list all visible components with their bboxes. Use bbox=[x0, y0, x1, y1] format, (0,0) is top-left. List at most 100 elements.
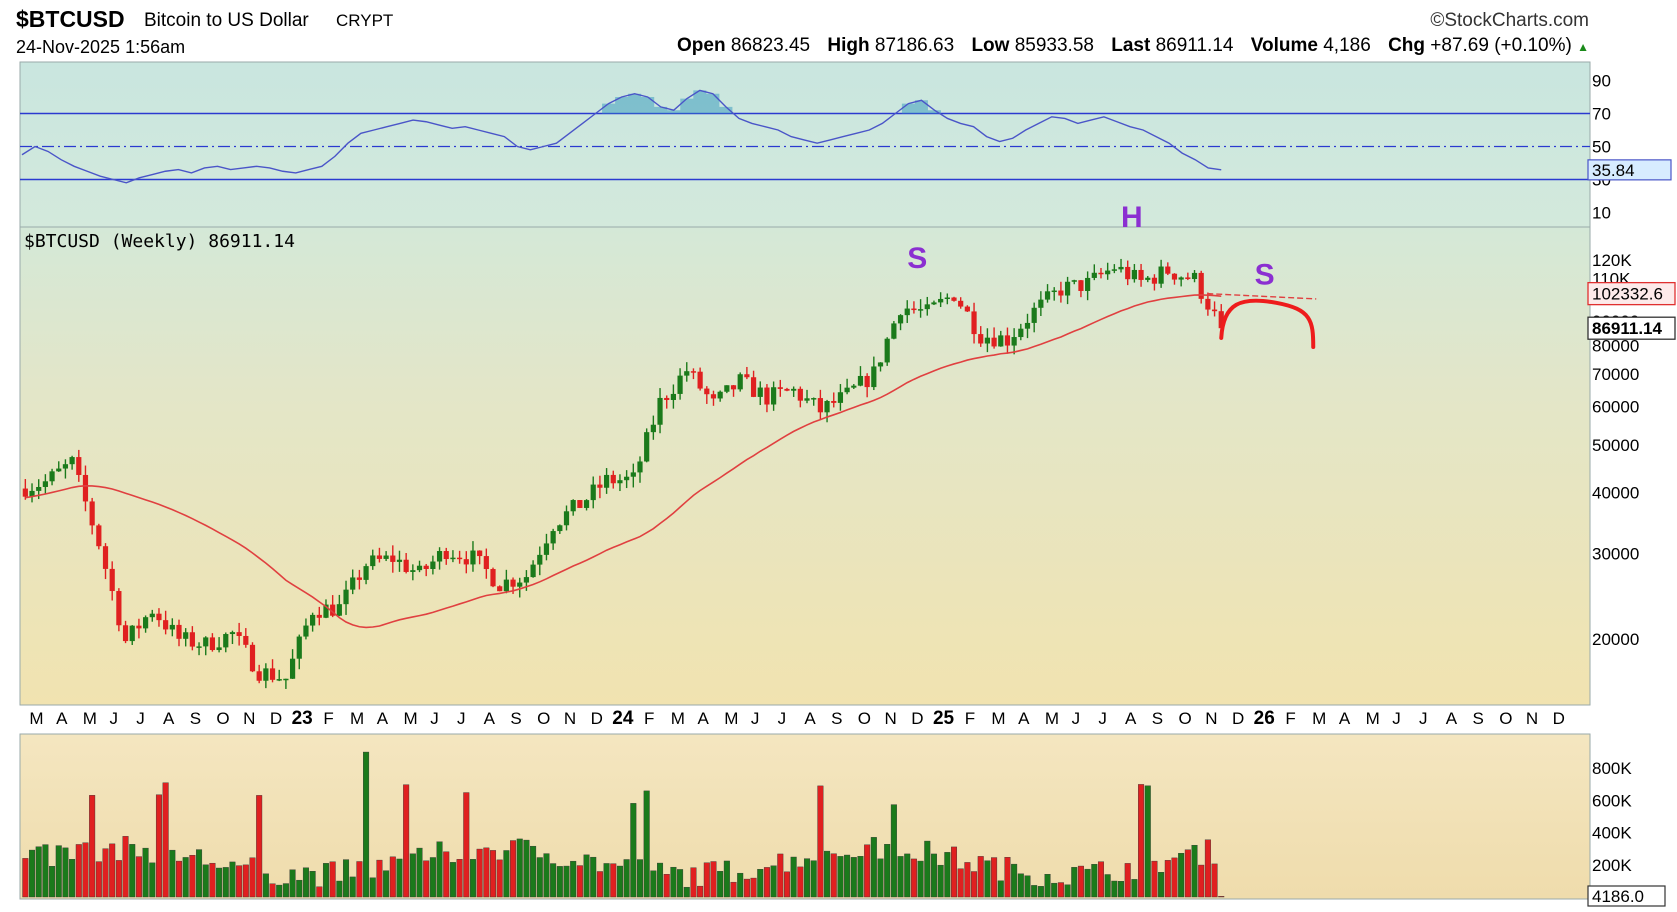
candle-body bbox=[951, 297, 957, 301]
volume-bar bbox=[336, 880, 343, 898]
volume-bar bbox=[783, 871, 790, 898]
candle-body bbox=[1118, 266, 1124, 270]
volume-bar bbox=[182, 857, 189, 898]
candle-body bbox=[583, 500, 590, 508]
volume-bar bbox=[723, 860, 730, 898]
candle-body bbox=[89, 501, 95, 526]
price-panel-title: $BTCUSD (Weekly) 86911.14 bbox=[24, 231, 295, 252]
volume-bar bbox=[1138, 784, 1145, 898]
stockcharts-credit[interactable]: ©StockCharts.com bbox=[1430, 10, 1589, 31]
volume-bar bbox=[810, 860, 817, 898]
candle-body bbox=[1044, 291, 1051, 300]
candle-body bbox=[96, 525, 102, 547]
month-label: F bbox=[1285, 709, 1295, 728]
candle-body bbox=[1091, 272, 1097, 278]
volume-bar bbox=[503, 850, 510, 898]
candle-body bbox=[998, 335, 1004, 347]
volume-bar bbox=[1104, 874, 1111, 898]
month-label: O bbox=[1499, 709, 1512, 728]
volume-bar bbox=[657, 862, 664, 898]
candle-body bbox=[283, 678, 289, 681]
volume-bar bbox=[389, 856, 396, 898]
candle-body bbox=[129, 625, 135, 642]
candle-body bbox=[1125, 266, 1131, 280]
shoulder-label: S bbox=[1255, 259, 1275, 292]
candle-body bbox=[1078, 280, 1084, 291]
volume-bar bbox=[616, 865, 623, 898]
volume-last-box bbox=[1587, 885, 1666, 907]
candle-body bbox=[724, 385, 730, 392]
volume-bar bbox=[1218, 896, 1225, 898]
candle-body bbox=[289, 658, 296, 679]
candle-body bbox=[42, 481, 48, 487]
rsi-line bbox=[21, 89, 1222, 184]
month-label: S bbox=[1472, 709, 1483, 728]
candle-body bbox=[196, 646, 202, 648]
candle-body bbox=[811, 398, 817, 400]
volume-bar bbox=[209, 862, 216, 898]
volume-bar bbox=[897, 856, 904, 898]
candle-body bbox=[1158, 266, 1164, 284]
candle-body bbox=[236, 632, 242, 636]
candle-body bbox=[697, 371, 703, 389]
volume-value: 4,186 bbox=[1323, 35, 1371, 56]
month-label: J bbox=[1392, 709, 1401, 728]
month-label: D bbox=[270, 709, 282, 728]
candle-body bbox=[1111, 269, 1117, 271]
candle-body bbox=[624, 476, 630, 481]
volume-bar bbox=[930, 853, 937, 898]
volume-bar bbox=[396, 858, 403, 898]
month-label: J bbox=[778, 709, 787, 728]
month-label: D bbox=[911, 709, 923, 728]
volume-bar bbox=[944, 852, 951, 898]
volume-tick-200K: 200K bbox=[1592, 856, 1632, 875]
candle-body bbox=[577, 500, 583, 508]
candle-body bbox=[650, 424, 656, 433]
month-label: N bbox=[1526, 709, 1538, 728]
month-label: D bbox=[1553, 709, 1565, 728]
volume-bar bbox=[543, 853, 550, 898]
candle-body bbox=[690, 371, 697, 373]
month-label: J bbox=[1072, 709, 1081, 728]
volume-bar bbox=[596, 871, 603, 898]
month-label: J bbox=[1098, 709, 1107, 728]
volume-bar bbox=[1031, 885, 1038, 898]
candle-body bbox=[537, 554, 543, 565]
volume-bar bbox=[630, 803, 637, 898]
candle-body bbox=[109, 568, 115, 592]
month-label: M bbox=[29, 709, 43, 728]
rsi-panel bbox=[19, 61, 1591, 228]
candle-body bbox=[229, 632, 236, 635]
candle-body bbox=[477, 550, 483, 557]
candle-body bbox=[1171, 273, 1178, 280]
volume-bar bbox=[777, 853, 784, 898]
volume-bar bbox=[677, 869, 684, 898]
candle-body bbox=[958, 300, 964, 307]
volume-bar bbox=[416, 847, 423, 898]
neckline bbox=[1207, 292, 1317, 300]
candle-body bbox=[142, 617, 149, 629]
last-value: 86911.14 bbox=[1155, 35, 1234, 56]
volume-bar bbox=[904, 853, 911, 898]
month-label: A bbox=[377, 709, 389, 728]
volume-bar bbox=[196, 849, 203, 898]
volume-bar bbox=[977, 856, 984, 898]
candle-body bbox=[1191, 272, 1198, 280]
price-tick-120K: 120K bbox=[1592, 251, 1632, 270]
candle-body bbox=[1205, 298, 1211, 310]
volume-bar bbox=[1011, 863, 1018, 898]
candle-body bbox=[677, 375, 683, 394]
candle-body bbox=[864, 375, 870, 388]
candle-body bbox=[597, 484, 603, 488]
candle-body bbox=[370, 555, 376, 567]
volume-bar bbox=[135, 856, 142, 898]
volume-bar bbox=[476, 848, 483, 898]
month-label: A bbox=[697, 709, 709, 728]
volume-bar bbox=[169, 849, 176, 898]
candle-body bbox=[497, 586, 503, 592]
volume-bar bbox=[176, 860, 183, 898]
price-tick-70000: 70000 bbox=[1592, 365, 1639, 384]
volume-bar bbox=[1111, 880, 1118, 898]
candle-body bbox=[931, 302, 937, 305]
volume-bar bbox=[202, 864, 209, 898]
